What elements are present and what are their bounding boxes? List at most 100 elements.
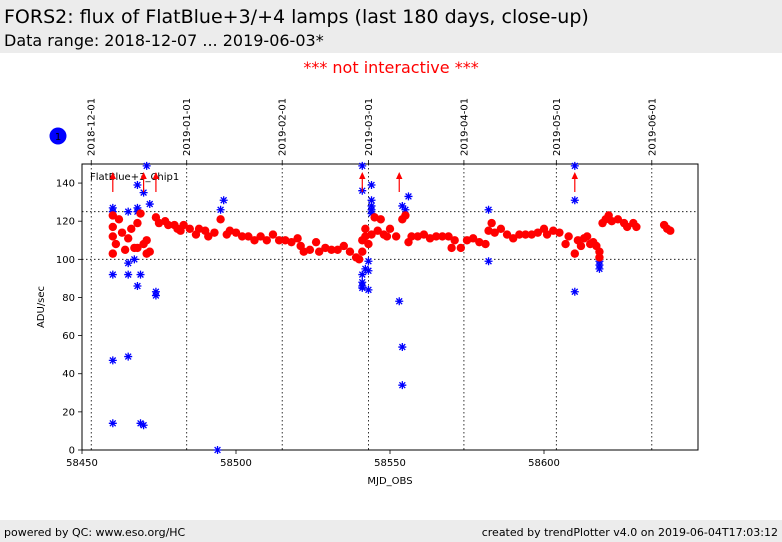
x-tick-label: 58450 bbox=[66, 458, 98, 469]
data-point-asterisk bbox=[133, 180, 142, 189]
date-tick-label: 2019-04-01 bbox=[459, 98, 470, 156]
data-point-dot bbox=[244, 232, 253, 241]
data-point-dot bbox=[367, 230, 376, 239]
data-point-asterisk bbox=[404, 192, 413, 201]
data-point-asterisk bbox=[364, 257, 373, 266]
out-of-range-arrow-head bbox=[571, 172, 578, 179]
y-tick-label: 140 bbox=[56, 179, 75, 190]
date-tick-label: 2019-06-01 bbox=[647, 98, 658, 156]
data-point-dot bbox=[179, 220, 188, 230]
data-point-asterisk bbox=[124, 352, 133, 361]
data-point-dot bbox=[250, 236, 259, 245]
data-point-dot bbox=[438, 232, 447, 241]
data-point-dot bbox=[481, 239, 490, 249]
data-point-asterisk bbox=[139, 421, 148, 430]
data-point-dot bbox=[133, 218, 142, 228]
data-point-dot bbox=[509, 234, 518, 243]
footer-bar: powered by QC: www.eso.org/HC created by… bbox=[0, 520, 782, 542]
data-point-dot bbox=[391, 232, 401, 241]
data-point-asterisk bbox=[484, 257, 493, 266]
data-point-dot bbox=[111, 239, 121, 249]
data-point-asterisk bbox=[142, 161, 151, 170]
x-tick-label: 58600 bbox=[528, 458, 560, 469]
data-point-dot bbox=[447, 243, 456, 253]
data-point-dot bbox=[666, 226, 675, 235]
data-point-dot bbox=[185, 224, 194, 234]
data-point-dot bbox=[364, 239, 373, 249]
data-point-asterisk bbox=[367, 180, 376, 189]
data-point-dot bbox=[114, 215, 124, 224]
data-point-dot bbox=[293, 234, 302, 243]
not-interactive-notice: *** not interactive *** bbox=[303, 58, 479, 77]
y-axis-label: ADU/sec bbox=[36, 286, 47, 328]
data-point-asterisk bbox=[133, 282, 142, 291]
data-point-asterisk bbox=[367, 209, 376, 218]
data-point-asterisk bbox=[145, 200, 154, 209]
data-point-dot bbox=[401, 211, 410, 220]
out-of-range-arrow-head bbox=[140, 172, 147, 179]
data-point-dot bbox=[133, 243, 142, 253]
data-point-asterisk bbox=[398, 343, 407, 352]
date-tick-label: 2019-02-01 bbox=[278, 98, 289, 156]
data-point-dot bbox=[108, 249, 118, 258]
data-point-dot bbox=[582, 232, 592, 241]
data-point-dot bbox=[515, 230, 524, 239]
data-point-asterisk bbox=[139, 188, 148, 197]
data-point-dot bbox=[358, 247, 367, 256]
data-point-dot bbox=[339, 241, 348, 251]
out-of-range-arrow-head bbox=[359, 172, 366, 179]
data-point-asterisk bbox=[216, 205, 225, 214]
data-point-dot bbox=[355, 255, 364, 264]
data-point-asterisk bbox=[108, 419, 117, 428]
y-tick-label: 80 bbox=[62, 293, 75, 304]
data-point-dot bbox=[327, 245, 336, 254]
data-point-dot bbox=[108, 222, 118, 232]
data-point-asterisk bbox=[151, 291, 160, 300]
footer-powered-by: powered by QC: www.eso.org/HC bbox=[4, 526, 186, 539]
data-point-dot bbox=[613, 215, 623, 224]
y-tick-label: 120 bbox=[56, 217, 75, 228]
data-point-asterisk bbox=[367, 196, 376, 205]
data-point-dot bbox=[136, 209, 145, 218]
data-point-asterisk bbox=[108, 270, 117, 279]
data-point-asterisk bbox=[136, 270, 145, 279]
out-of-range-arrow-head bbox=[152, 172, 160, 179]
data-point-dot bbox=[142, 236, 151, 245]
x-tick-label: 58500 bbox=[220, 458, 252, 469]
page-title: FORS2: flux of FlatBlue+3/+4 lamps (last… bbox=[4, 6, 589, 28]
data-point-dot bbox=[124, 234, 133, 243]
data-point-dot bbox=[314, 247, 324, 256]
y-tick-label: 60 bbox=[62, 331, 75, 342]
data-point-dot bbox=[145, 247, 154, 256]
data-point-dot bbox=[127, 224, 136, 234]
data-point-dot bbox=[268, 230, 278, 239]
data-point-dot bbox=[382, 232, 392, 241]
out-of-range-arrow-head bbox=[109, 172, 116, 179]
data-point-dot bbox=[373, 226, 382, 235]
data-point-asterisk bbox=[401, 205, 410, 214]
data-point-dot bbox=[487, 218, 496, 228]
data-point-dot bbox=[456, 243, 466, 253]
date-tick-label: 2019-03-01 bbox=[364, 98, 375, 156]
data-point-dot bbox=[561, 239, 570, 249]
date-tick-label: 2019-01-01 bbox=[182, 98, 193, 156]
data-point-dot bbox=[450, 236, 459, 245]
data-point-asterisk bbox=[358, 161, 367, 170]
marker-label: 1 bbox=[55, 132, 61, 143]
data-point-dot bbox=[468, 234, 478, 243]
data-point-asterisk bbox=[398, 381, 407, 390]
y-tick-label: 20 bbox=[62, 407, 75, 418]
data-point-asterisk bbox=[124, 207, 133, 216]
data-point-dot bbox=[256, 232, 265, 241]
data-point-asterisk bbox=[358, 270, 367, 279]
data-point-dot bbox=[361, 224, 370, 234]
data-point-dot bbox=[502, 230, 512, 239]
data-point-dot bbox=[237, 232, 247, 241]
data-point-dot bbox=[385, 224, 395, 234]
data-point-asterisk bbox=[361, 264, 370, 273]
x-axis-label: MJD_OBS bbox=[367, 476, 412, 487]
data-point-asterisk bbox=[358, 282, 367, 291]
date-tick-label: 2019-05-01 bbox=[552, 98, 563, 156]
date-tick-label: 2018-12-01 bbox=[87, 98, 98, 156]
